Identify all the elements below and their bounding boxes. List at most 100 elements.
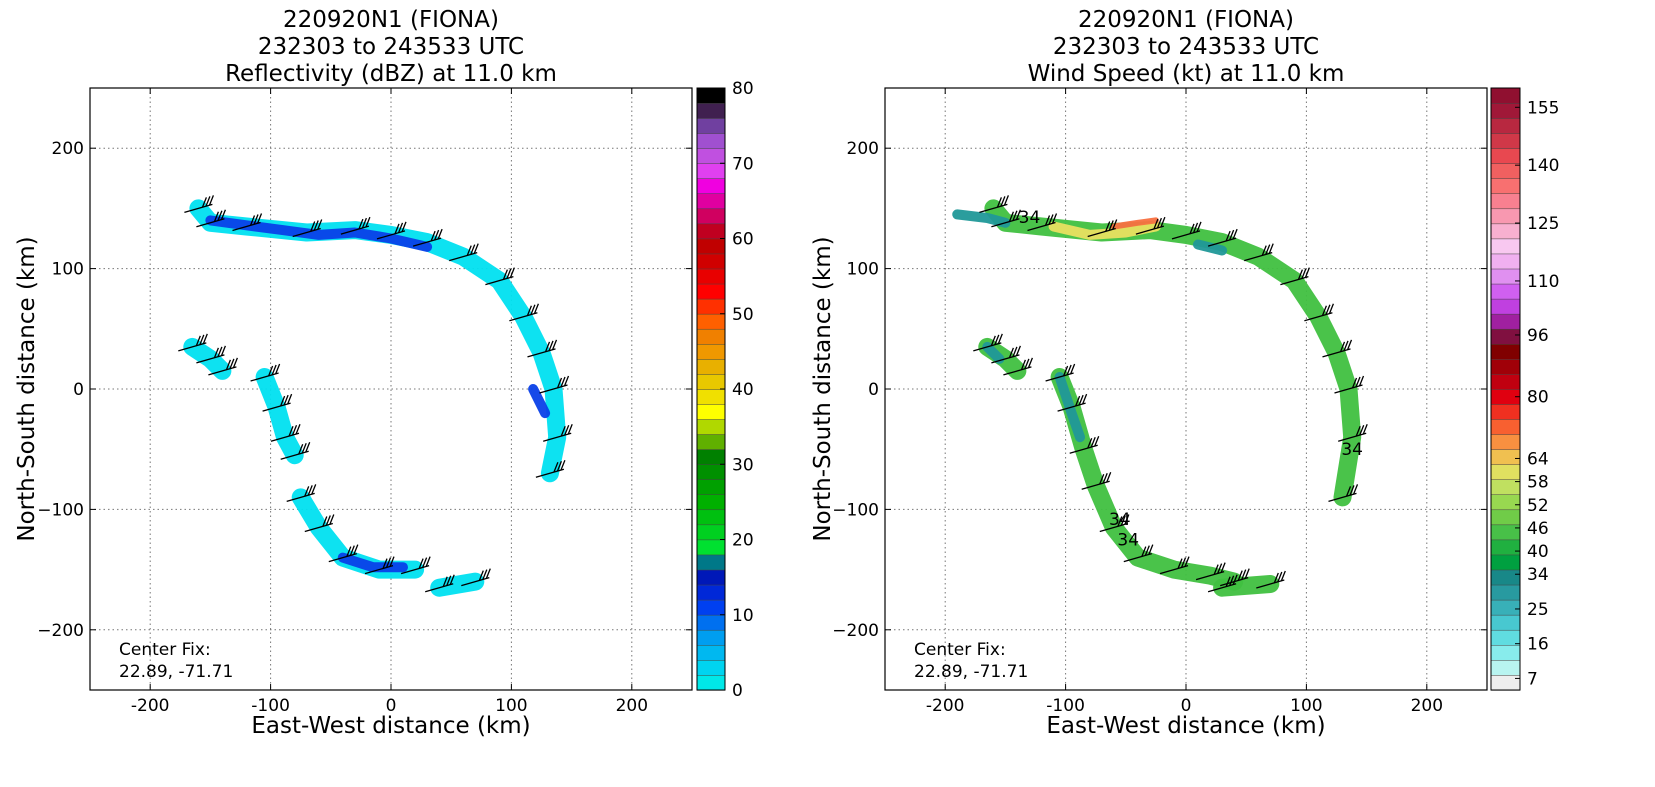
swath-teal	[952, 209, 1011, 228]
barb-flag	[1087, 437, 1093, 449]
barb-flag	[1112, 219, 1118, 230]
barb-flag	[1352, 484, 1359, 495]
barb-staff	[1099, 522, 1128, 533]
colorbar-segment	[696, 433, 726, 450]
swath-yellow	[1048, 221, 1161, 240]
barb-flag	[1351, 377, 1358, 389]
x-tick-label: 100	[1290, 696, 1322, 716]
barb-staff	[184, 203, 213, 214]
barb-flag	[1012, 210, 1018, 222]
wind-barb	[425, 574, 455, 593]
barb-staff	[1123, 552, 1152, 563]
colorbar-segment	[696, 238, 726, 255]
colorbar-tick-label: 50	[732, 305, 754, 325]
wind-barb	[196, 345, 227, 364]
wind-barb	[979, 195, 1010, 214]
barb-flag	[253, 214, 259, 225]
colorbar-segment	[1490, 494, 1521, 511]
contour-label: 34	[1109, 510, 1131, 530]
x-tick-label: -200	[926, 696, 965, 716]
barb-flag	[301, 442, 307, 454]
y-axis-label: North-South distance (km)	[14, 236, 40, 541]
wind-barb	[196, 209, 227, 228]
barb-staff	[1159, 564, 1189, 575]
barb-staff	[1027, 221, 1056, 232]
colorbar-segment	[1490, 313, 1521, 330]
barb-flag	[1220, 562, 1226, 573]
barb-flag	[1074, 395, 1081, 407]
barb-flag	[202, 333, 208, 345]
barb-flag	[1232, 228, 1238, 240]
wind-barb	[1171, 221, 1202, 240]
x-tick-label: 0	[386, 696, 397, 716]
chart-title-line: Wind Speed (kt) at 11.0 km	[1028, 61, 1345, 87]
x-axis-label: East-West distance (km)	[251, 713, 530, 739]
colorbar-segment	[1490, 268, 1521, 285]
colorbar-tick-label: 64	[1527, 449, 1549, 469]
barb-staff	[1003, 366, 1032, 376]
barb-flag	[560, 376, 566, 388]
barb-flag	[1015, 209, 1022, 221]
barb-flag	[1216, 563, 1223, 574]
barb-flag	[201, 197, 208, 208]
barb-flag	[1008, 211, 1015, 223]
barb-flag	[548, 340, 554, 352]
barb-staff	[1280, 275, 1309, 286]
barb-flag	[526, 305, 533, 317]
wind-speed-panel: 220920N1 (FIONA)232303 to 243533 UTCWind…	[810, 7, 1559, 739]
barb-flag	[349, 545, 355, 556]
colorbar-segment	[1490, 193, 1521, 210]
colorbar-segment	[696, 418, 726, 435]
barb-flag	[220, 209, 227, 221]
barb-staff	[280, 450, 309, 460]
barb-flag	[470, 244, 476, 255]
barb-flag	[1044, 215, 1051, 226]
colorbar-tick-label: 80	[1527, 388, 1549, 408]
barb-flag	[1148, 544, 1154, 555]
barb-flag	[213, 347, 220, 359]
wind-barb	[1057, 393, 1088, 412]
barb-flag	[1328, 303, 1335, 315]
barb-flag	[1015, 345, 1022, 357]
barb-flag	[1189, 223, 1195, 235]
barb-staff	[178, 342, 207, 352]
barb-flag	[283, 394, 289, 406]
barb-flag	[466, 245, 472, 256]
wind-barb	[262, 393, 293, 412]
barb-flag	[437, 228, 443, 240]
y-tick-label: 0	[73, 380, 84, 400]
colorbar-tick-label: 16	[1527, 635, 1549, 655]
colorbar-segment	[1490, 433, 1521, 450]
barb-flag	[1261, 245, 1267, 256]
wind-barb	[1003, 357, 1034, 376]
colorbar-segment	[1490, 644, 1521, 661]
colorbar-segment	[696, 524, 726, 541]
barb-flag	[1325, 304, 1331, 316]
swath-teal	[1193, 239, 1228, 256]
wind-barb	[1123, 544, 1154, 563]
barb-flag	[311, 484, 317, 495]
barb-flag	[1066, 364, 1072, 376]
barb-staff	[991, 218, 1020, 228]
barb-flag	[1345, 486, 1352, 497]
wind-barb	[304, 514, 335, 533]
barb-staff	[1207, 583, 1237, 593]
barb-flag	[394, 223, 400, 235]
colorbar-tick-label: 110	[1527, 272, 1559, 292]
barb-flag	[1048, 214, 1054, 225]
barb-staff	[376, 230, 406, 240]
y-tick-label: 0	[868, 380, 879, 400]
barb-flag	[313, 220, 319, 231]
colorbar-segment	[1490, 253, 1521, 270]
colorbar-tick-label: 70	[732, 154, 754, 174]
barb-flag	[382, 558, 388, 569]
barb-flag	[317, 219, 323, 230]
barb-flag	[506, 268, 512, 279]
barb-flag	[1265, 244, 1271, 255]
y-tick-label: −100	[37, 500, 84, 520]
wind-barb	[509, 303, 540, 322]
barb-flag	[530, 304, 536, 316]
colorbar-tick-label: 40	[1527, 542, 1549, 562]
barb-flag	[421, 557, 428, 568]
